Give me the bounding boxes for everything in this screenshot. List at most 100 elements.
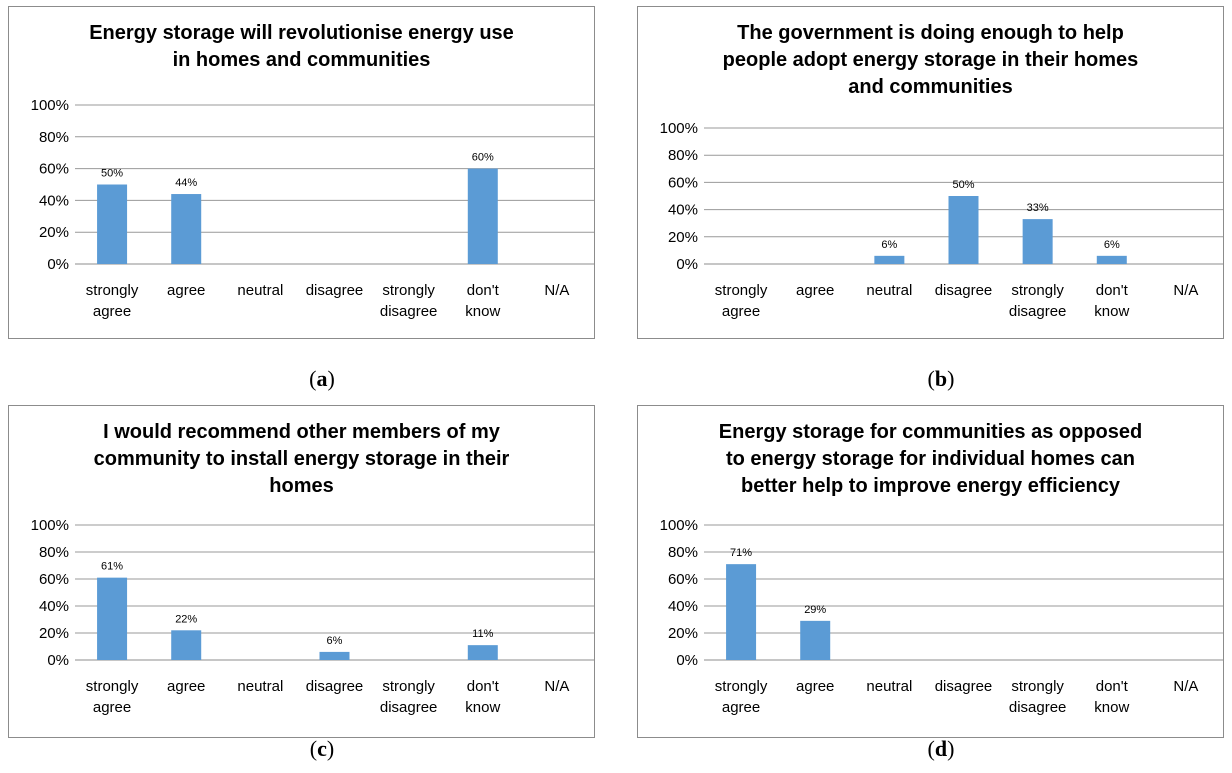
y-tick-label: 60% [39, 571, 69, 588]
chart-panel-a: Energy storage will revolutionise energy… [8, 6, 595, 339]
x-tick-label: strongly [86, 678, 139, 695]
x-tick-label: agree [167, 678, 205, 695]
chart-title-line: better help to improve energy efficiency [741, 475, 1121, 497]
bar [800, 620, 831, 660]
bar [319, 651, 350, 660]
chart-title-line: homes [269, 475, 333, 497]
x-tick-label: agree [722, 303, 760, 320]
x-tick-label: know [465, 303, 500, 320]
x-tick-label: strongly [1011, 282, 1064, 299]
caption-letter: a [316, 366, 328, 391]
caption-d: (d) [927, 736, 955, 761]
y-tick-label: 40% [39, 598, 69, 615]
x-tick-label: N/A [544, 282, 569, 299]
bar [1096, 255, 1127, 264]
y-tick-label: 100% [660, 120, 698, 137]
x-tick-label: agree [796, 678, 834, 695]
data-label: 6% [327, 635, 343, 647]
chart-title-line: The government is doing enough to help [737, 22, 1124, 44]
bar-chart: The government is doing enough to help pe… [637, 6, 1224, 339]
x-tick-label: disagree [306, 678, 364, 695]
chart-title-line: Energy storage for communities as oppose… [719, 421, 1142, 443]
x-tick-label: N/A [1173, 678, 1198, 695]
x-tick-label: disagree [1009, 303, 1067, 320]
bar [467, 168, 498, 264]
x-tick-label: agree [722, 699, 760, 716]
chart-title-line: Energy storage will revolutionise energy… [89, 22, 514, 44]
data-label: 11% [472, 628, 493, 640]
x-tick-label: don't [1096, 282, 1129, 299]
x-tick-label: N/A [1173, 282, 1198, 299]
y-tick-label: 0% [676, 652, 698, 669]
chart-title-line: people adopt energy storage in their hom… [723, 49, 1139, 71]
caption-b: (b) [927, 366, 955, 391]
x-tick-label: N/A [544, 678, 569, 695]
data-label: 60% [472, 152, 494, 164]
x-tick-label: strongly [1011, 678, 1064, 695]
bar [97, 577, 128, 660]
x-tick-label: don't [1096, 678, 1129, 695]
y-tick-label: 40% [668, 598, 698, 615]
data-label: 6% [881, 239, 897, 251]
x-tick-label: strongly [715, 282, 768, 299]
x-tick-label: agree [93, 699, 131, 716]
bar-chart: I would recommend other members of my com… [8, 405, 595, 738]
bar [171, 630, 202, 660]
chart-panel-b: The government is doing enough to help pe… [637, 6, 1224, 339]
x-tick-label: disagree [380, 303, 438, 320]
bar [874, 255, 905, 264]
bar [97, 184, 128, 264]
y-tick-label: 0% [676, 256, 698, 273]
data-label: 33% [1027, 202, 1049, 214]
x-tick-label: strongly [382, 282, 435, 299]
x-tick-label: strongly [382, 678, 435, 695]
y-tick-label: 100% [660, 517, 698, 534]
data-label: 50% [101, 168, 123, 180]
bar [467, 645, 498, 660]
y-tick-label: 80% [668, 147, 698, 164]
x-tick-label: disagree [380, 699, 438, 716]
chart-panel-d: Energy storage for communities as oppose… [637, 405, 1224, 738]
x-tick-label: don't [467, 282, 500, 299]
x-tick-label: neutral [237, 678, 283, 695]
chart-title-line: in homes and communities [173, 49, 431, 71]
x-tick-label: disagree [306, 282, 364, 299]
chart-title-line: and communities [848, 76, 1012, 98]
x-tick-label: know [1094, 699, 1129, 716]
bar-chart: Energy storage for communities as oppose… [637, 405, 1224, 738]
data-label: 6% [1104, 239, 1120, 251]
chart-title-line: I would recommend other members of my [103, 421, 501, 443]
x-tick-label: neutral [866, 282, 912, 299]
data-label: 50% [952, 179, 974, 191]
x-tick-label: strongly [86, 282, 139, 299]
x-tick-label: strongly [715, 678, 768, 695]
chart-border [637, 6, 1224, 339]
y-tick-label: 60% [668, 571, 698, 588]
y-tick-label: 20% [39, 224, 69, 241]
data-label: 22% [175, 613, 197, 625]
y-tick-label: 80% [39, 129, 69, 146]
y-tick-label: 100% [31, 517, 69, 534]
caption-letter: b [934, 366, 948, 391]
y-tick-label: 40% [668, 202, 698, 219]
y-tick-label: 80% [668, 544, 698, 561]
data-label: 29% [804, 604, 826, 616]
chart-border [8, 405, 595, 738]
y-tick-label: 0% [47, 652, 69, 669]
y-tick-label: 20% [668, 625, 698, 642]
x-tick-label: disagree [935, 678, 993, 695]
x-tick-label: agree [93, 303, 131, 320]
y-tick-label: 0% [47, 256, 69, 273]
x-tick-label: don't [467, 678, 500, 695]
caption-a: (a) [309, 366, 335, 391]
x-tick-label: neutral [866, 678, 912, 695]
y-tick-label: 100% [31, 97, 69, 114]
bar [726, 564, 757, 660]
x-tick-label: agree [167, 282, 205, 299]
chart-panel-c: I would recommend other members of my com… [8, 405, 595, 738]
x-tick-label: agree [796, 282, 834, 299]
caption-letter: c [317, 736, 327, 761]
x-tick-label: disagree [1009, 699, 1067, 716]
x-tick-label: know [1094, 303, 1129, 320]
x-tick-label: disagree [935, 282, 993, 299]
